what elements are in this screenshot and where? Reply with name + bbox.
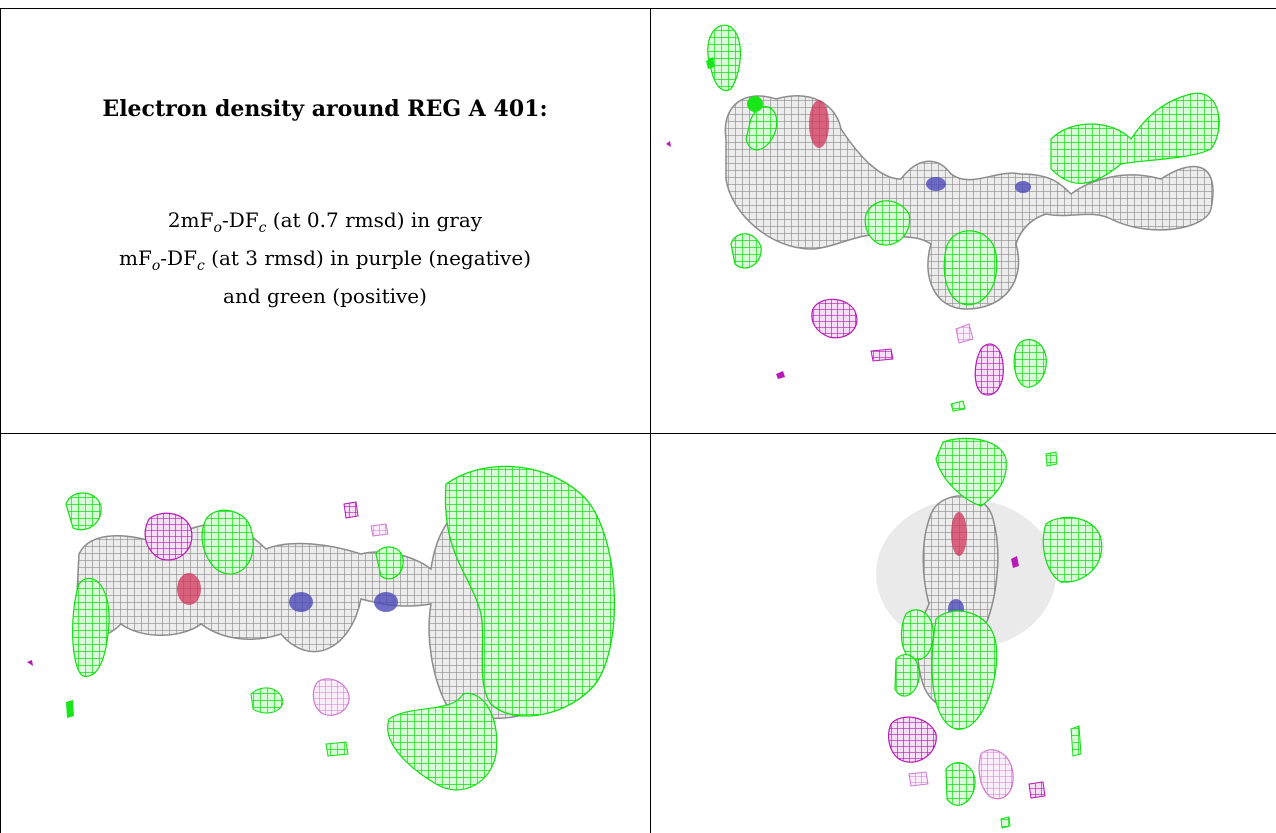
center-divider [650, 8, 651, 833]
density-view-bottom-left [27, 465, 616, 791]
atom-oxygen [177, 573, 201, 605]
gray-density-mesh [724, 95, 1214, 310]
caption-cell: Electron density around REG A 401: 2mFo-… [0, 0, 650, 433]
negative-density-mesh [888, 556, 1046, 800]
left-border [0, 8, 1, 833]
atom-nitrogen [289, 592, 398, 612]
density-view-top-right [666, 24, 1220, 412]
negative-density-mesh [27, 501, 389, 716]
positive-density-mesh [894, 437, 1103, 829]
legend-line-gray: 2mFo-DFc (at 0.7 rmsd) in gray [167, 208, 483, 236]
figure-title: Electron density around REG A 401: [102, 96, 548, 122]
atom-nitrogen [926, 177, 1031, 193]
density-view-bottom-right [876, 437, 1103, 829]
positive-density-mesh [65, 465, 616, 791]
legend-line-positive: and green (positive) [223, 284, 427, 308]
top-border [0, 8, 1276, 9]
negative-density-mesh [666, 141, 1004, 396]
legend-line-difference: mFo-DFc (at 3 rmsd) in purple (negative) [119, 246, 531, 274]
legend-text: 2mFo-DFc (at 0.7 rmsd) in gray mFo-DFc (… [0, 205, 650, 311]
middle-border [0, 433, 1276, 434]
positive-density-mesh [706, 24, 1220, 412]
